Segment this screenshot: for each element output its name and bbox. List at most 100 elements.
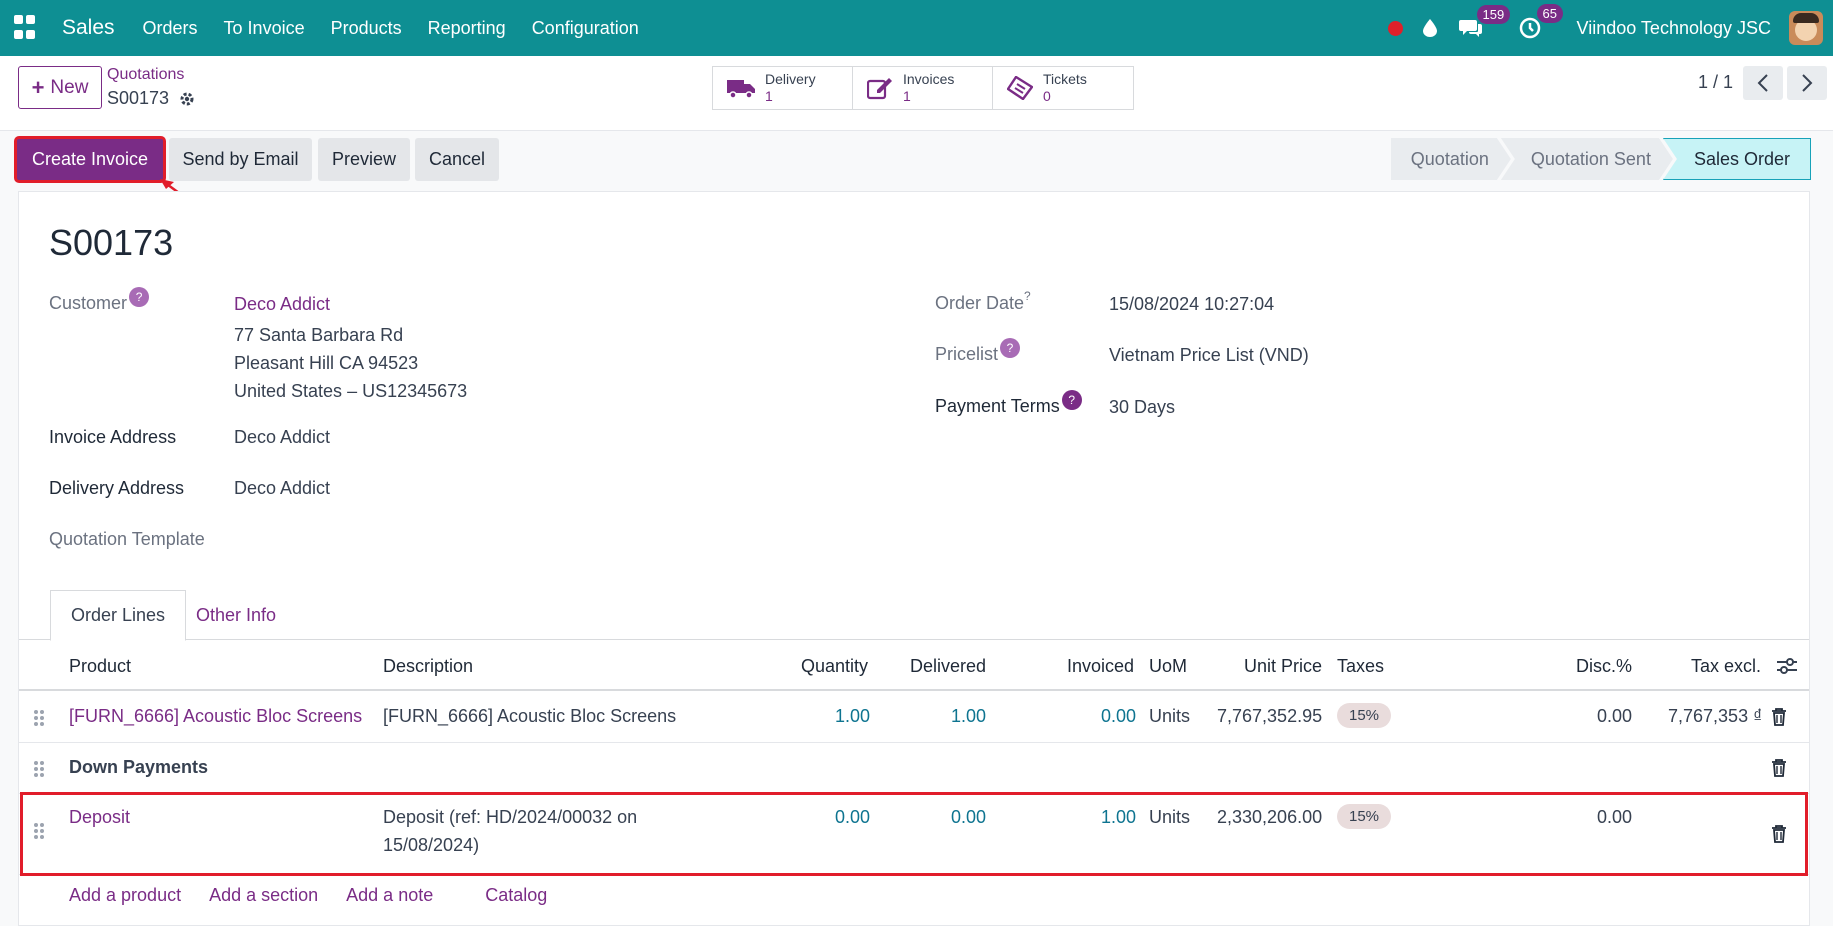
chevron-right-icon [1802,74,1813,92]
col-description[interactable]: Description [383,656,474,676]
smart-buttons: Delivery 1 Invoices 1 Tickets 0 [712,66,1134,110]
activities-button[interactable]: 65 [1519,4,1563,39]
stage-quotation[interactable]: Quotation [1391,138,1511,180]
pricelist-field[interactable]: Vietnam Price List (VND) [1109,345,1309,365]
tickets-label: Tickets [1043,71,1087,87]
pricelist-help-icon[interactable]: ? [1000,338,1021,358]
line-product[interactable]: Deposit [69,807,131,827]
drag-handle-icon[interactable] [33,709,45,727]
app-name[interactable]: Sales [62,16,115,39]
column-settings-icon[interactable] [1777,657,1797,675]
menu-configuration[interactable]: Configuration [531,17,639,38]
section-row[interactable]: Down Payments [19,744,1809,794]
delivery-smart-button[interactable]: Delivery 1 [713,67,853,109]
pager-value[interactable]: 1 / 1 [1697,72,1733,92]
col-delivered[interactable]: Delivered [910,656,987,676]
new-button[interactable]: + New [18,66,102,109]
customer-field[interactable]: Deco Addict [234,294,331,314]
breadcrumb-quotations[interactable]: Quotations [107,66,185,83]
order-date-label-text: Order Date [935,293,1025,313]
control-panel: + New Quotations S00173 Delivery 1 Invoice… [0,56,1833,131]
customer-help-icon[interactable]: ? [129,287,150,307]
send-by-email-button[interactable]: Send by Email [169,138,312,181]
col-tax-excl[interactable]: Tax excl. [1691,656,1762,676]
pager-previous-button[interactable] [1743,66,1783,100]
line-description[interactable]: [FURN_6666] Acoustic Bloc Screens [383,706,677,726]
drag-handle-icon[interactable] [33,760,45,778]
company-switcher[interactable]: Viindoo Technology JSC [1576,17,1771,38]
tickets-smart-button[interactable]: Tickets 0 [993,67,1133,109]
stage-quotation-sent[interactable]: Quotation Sent [1501,138,1673,180]
col-quantity[interactable]: Quantity [801,656,869,676]
delivery-address-field[interactable]: Deco Addict [234,478,331,498]
line-unit-price[interactable]: 2,330,206.00 [1217,807,1323,827]
delivery-address-label: Delivery Address [49,478,185,498]
menu-products[interactable]: Products [330,17,402,38]
line-quantity[interactable]: 1.00 [835,706,871,726]
line-uom[interactable]: Units [1149,706,1191,726]
stage-sales-order[interactable]: Sales Order [1662,138,1811,180]
invoices-label: Invoices [903,71,955,87]
order-date-field[interactable]: 15/08/2024 10:27:04 [1109,294,1275,314]
catalog-link[interactable]: Catalog [485,885,548,905]
quotation-template-label: Quotation Template [49,529,205,549]
menu-reporting[interactable]: Reporting [427,17,506,38]
preview-button[interactable]: Preview [318,138,410,181]
order-lines-header: Product Description Quantity Delivered I… [19,641,1809,691]
line-unit-price[interactable]: 7,767,352.95 [1217,706,1323,726]
col-taxes[interactable]: Taxes [1337,656,1385,676]
line-discount[interactable]: 0.00 [1597,706,1633,726]
truck-icon [727,80,755,99]
table-row[interactable]: Deposit Deposit (ref: HD/2024/00032 on 1… [19,795,1809,875]
col-product[interactable]: Product [69,656,132,676]
tax-tag[interactable]: 15% [1337,703,1392,728]
menu-orders[interactable]: Orders [142,17,198,38]
recording-icon[interactable] [1387,20,1403,36]
section-title[interactable]: Down Payments [69,757,209,777]
ticket-icon [1007,76,1033,100]
line-product[interactable]: [FURN_6666] Acoustic Bloc Screens [69,706,363,726]
line-description-1[interactable]: Deposit (ref: HD/2024/00032 on [383,807,638,827]
line-delivered[interactable]: 1.00 [951,706,987,726]
page-title: S00173 [49,222,174,263]
gear-icon[interactable] [179,91,195,107]
apps-menu-icon[interactable] [14,15,40,41]
cancel-button[interactable]: Cancel [415,138,499,181]
invoices-smart-button[interactable]: Invoices 1 [853,67,993,109]
line-discount[interactable]: 0.00 [1597,807,1633,827]
tax-tag[interactable]: 15% [1337,804,1392,829]
chat-icon [1458,20,1482,37]
order-date-help-mark[interactable]: ? [1024,289,1031,303]
drag-handle-icon[interactable] [33,822,45,840]
user-avatar[interactable] [1789,11,1823,45]
line-description-2[interactable]: 15/08/2024) [383,835,480,855]
table-row[interactable]: [FURN_6666] Acoustic Bloc Screens [FURN_… [19,693,1809,743]
invoice-address-field[interactable]: Deco Addict [234,427,331,447]
col-invoiced[interactable]: Invoiced [1067,656,1135,676]
add-note-link[interactable]: Add a note [346,885,434,905]
tab-order-lines[interactable]: Order Lines [50,590,187,641]
droplet-icon[interactable] [1422,19,1437,37]
create-invoice-button[interactable]: Create Invoice [14,136,166,183]
menu-to-invoice[interactable]: To Invoice [223,17,305,38]
trash-icon[interactable] [1771,825,1787,843]
messages-button[interactable]: 159 [1458,5,1511,38]
line-quantity[interactable]: 0.00 [835,807,871,827]
action-bar: Create Invoice Send by Email Preview Can… [0,131,1833,191]
trash-icon[interactable] [1771,708,1787,726]
tab-other-info[interactable]: Other Info [196,604,277,625]
trash-icon[interactable] [1771,759,1787,777]
clock-icon [1519,17,1540,39]
pager-next-button[interactable] [1787,66,1827,100]
line-delivered[interactable]: 0.00 [951,807,987,827]
col-unit-price[interactable]: Unit Price [1244,656,1323,676]
add-line-links: Add a product Add a section Add a note C… [69,885,575,906]
col-uom[interactable]: UoM [1149,656,1188,676]
add-section-link[interactable]: Add a section [209,885,319,905]
payment-terms-field[interactable]: 30 Days [1109,397,1176,417]
col-disc[interactable]: Disc.% [1576,656,1633,676]
status-bar: Quotation Quotation Sent Sales Order [1391,138,1811,180]
add-product-link[interactable]: Add a product [69,885,182,905]
payment-terms-help-icon[interactable]: ? [1061,390,1082,410]
line-uom[interactable]: Units [1149,807,1191,827]
